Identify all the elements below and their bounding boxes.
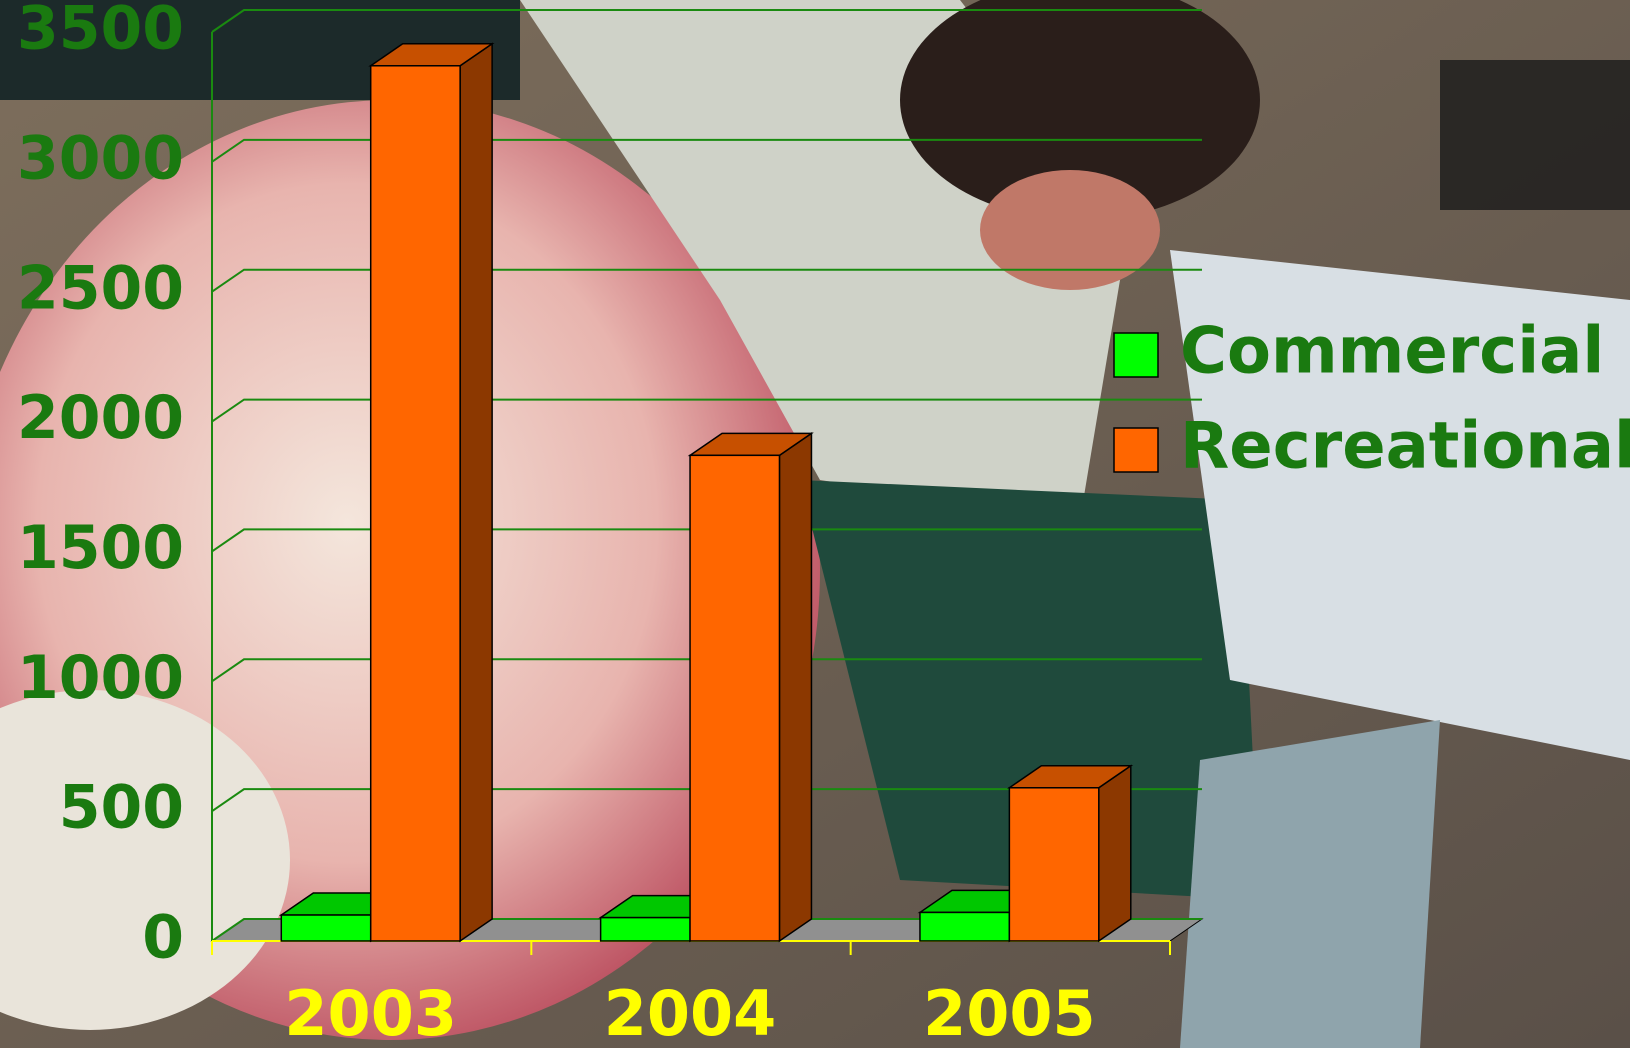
grid-line — [211, 138, 1202, 163]
grid-line — [211, 528, 1202, 553]
y-tick-label: 2500 — [17, 253, 184, 323]
grid-line — [211, 788, 1202, 812]
x-tick-label: 2005 — [923, 977, 1096, 1048]
bar-side — [1098, 764, 1132, 943]
grid-line — [211, 658, 1202, 683]
bar-side — [778, 431, 813, 943]
bar — [280, 914, 372, 942]
bar — [369, 65, 461, 942]
grid-line — [211, 268, 1202, 293]
bar — [689, 454, 781, 942]
y-tick-label: 500 — [59, 773, 184, 843]
x-tick-label: 2004 — [604, 977, 777, 1048]
y-tick-label: 0 — [142, 903, 184, 973]
legend-label: Recreational — [1180, 410, 1630, 484]
bar — [599, 916, 691, 942]
y-tick-label: 1000 — [17, 643, 184, 713]
grid-line — [211, 9, 1202, 33]
grid-line — [211, 918, 1202, 942]
legend-swatch — [1113, 332, 1159, 378]
bar-side — [459, 42, 493, 943]
y-tick-label: 3500 — [17, 0, 184, 64]
legend-swatch — [1113, 427, 1159, 473]
bar — [919, 911, 1011, 942]
y-tick-label: 2000 — [17, 383, 184, 453]
y-tick-label: 1500 — [17, 513, 184, 583]
grid-line — [211, 398, 1202, 423]
legend-label: Commercial — [1180, 315, 1604, 389]
x-tick-label: 2003 — [284, 977, 457, 1048]
bar — [1008, 787, 1100, 942]
y-tick-label: 3000 — [17, 123, 184, 193]
